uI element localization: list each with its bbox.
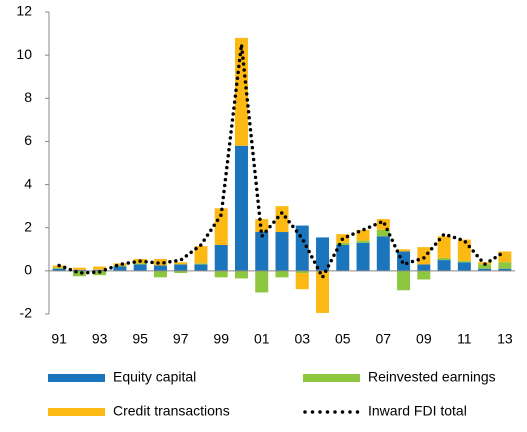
legend-swatch (48, 374, 105, 382)
legend-swatch (48, 408, 105, 416)
x-tick-label: 03 (294, 331, 310, 347)
bar (52, 268, 66, 271)
x-tick-label: 05 (335, 331, 351, 347)
bar (133, 264, 147, 271)
bar (316, 237, 330, 271)
bar (52, 267, 66, 269)
bar (356, 240, 370, 243)
bar (437, 260, 451, 271)
x-tick-label: 93 (92, 331, 108, 347)
bar (153, 270, 167, 278)
bar (498, 268, 512, 271)
bar (174, 262, 188, 265)
x-tick-label: 09 (416, 331, 432, 347)
bar (295, 270, 309, 274)
bar (417, 247, 431, 265)
legend-label: Reinvested earnings (368, 369, 496, 385)
bar (437, 236, 451, 258)
x-tick-label: 91 (51, 331, 67, 347)
bar (194, 263, 208, 265)
y-tick-label: 10 (16, 46, 32, 62)
legend-label: Credit transactions (113, 403, 230, 419)
bar (214, 208, 228, 245)
y-tick-label: 12 (16, 3, 32, 19)
legend-label: Equity capital (113, 369, 196, 385)
bar (336, 242, 350, 245)
x-tick-label: 13 (497, 331, 513, 347)
bar (397, 270, 411, 291)
y-tick-label: -2 (20, 305, 33, 321)
bar (275, 232, 289, 271)
bar (174, 270, 188, 274)
x-tick-label: 95 (132, 331, 148, 347)
x-tick-label: 07 (376, 331, 392, 347)
x-tick-label: 01 (254, 331, 270, 347)
bar (93, 266, 107, 270)
x-tick-label: 11 (457, 331, 472, 347)
bar (478, 264, 492, 269)
bar (295, 273, 309, 290)
bar (275, 206, 289, 233)
bar (153, 258, 167, 266)
bar (437, 257, 451, 261)
y-tick-label: 4 (24, 175, 32, 191)
y-tick-label: 0 (24, 262, 32, 278)
x-tick-label: 97 (173, 331, 189, 347)
bar (457, 261, 471, 263)
bar (498, 251, 512, 263)
bar (376, 236, 390, 271)
bar (153, 265, 167, 271)
y-tick-label: 2 (24, 218, 32, 234)
bar (174, 264, 188, 271)
bar (194, 246, 208, 264)
bar (376, 229, 390, 237)
bar (478, 268, 492, 271)
bar (356, 229, 370, 241)
bar (113, 265, 127, 267)
bar (417, 264, 431, 271)
line (57, 42, 507, 280)
bar (234, 145, 248, 271)
bar (72, 270, 86, 277)
bar (417, 270, 431, 280)
bar (275, 270, 289, 278)
bar (397, 249, 411, 252)
bar (255, 270, 269, 293)
bar (214, 270, 228, 278)
bar (133, 263, 147, 265)
bar (72, 269, 86, 271)
bar (234, 270, 248, 279)
bar (336, 244, 350, 271)
bar (113, 263, 127, 266)
legend-label: Inward FDI total (368, 403, 467, 419)
bar (214, 244, 228, 271)
bar (457, 239, 471, 262)
y-tick-label: 6 (24, 132, 32, 148)
bar (316, 270, 330, 313)
bar (498, 262, 512, 269)
bar (113, 266, 127, 271)
y-tick-label: 8 (24, 89, 32, 105)
bar (255, 232, 269, 271)
bar (72, 267, 86, 270)
bar (457, 262, 471, 271)
bar (194, 264, 208, 271)
bar (356, 242, 370, 271)
x-tick-label: 99 (213, 331, 229, 347)
legend-swatch (303, 374, 360, 382)
